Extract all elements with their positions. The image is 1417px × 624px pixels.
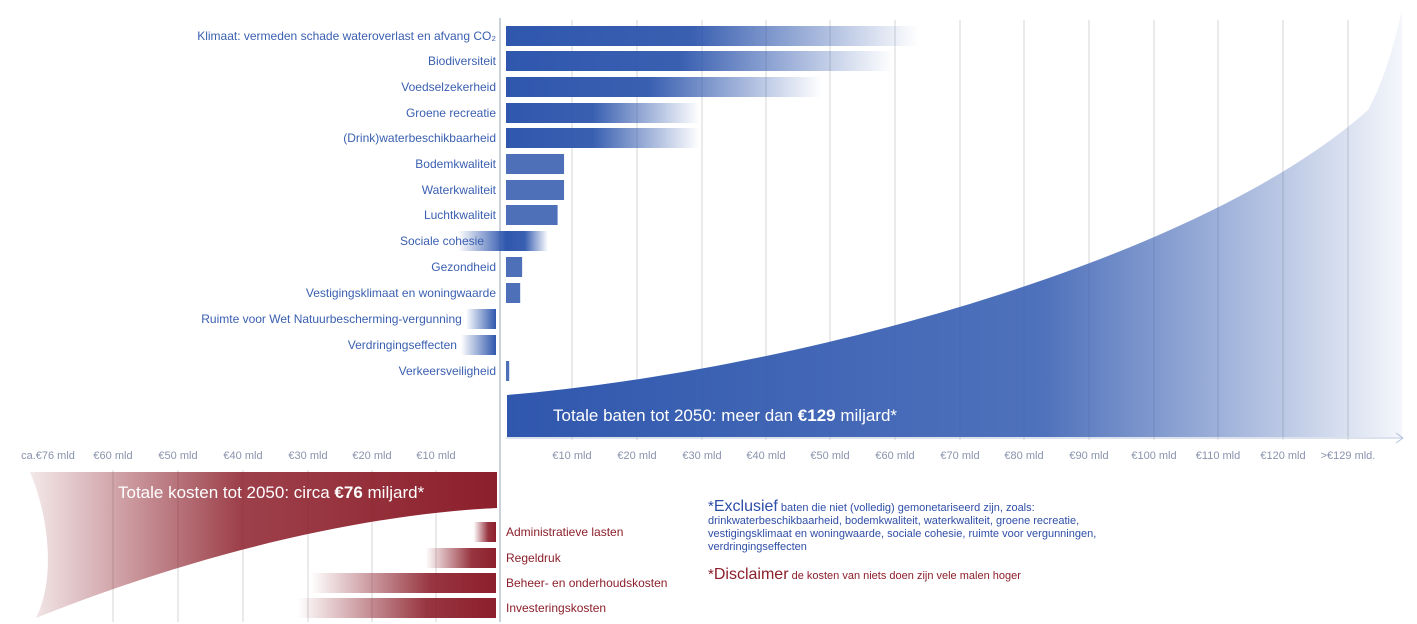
cost-total-area	[30, 472, 497, 618]
benefit-label: Verkeersveiligheid	[399, 364, 496, 378]
bar-cost	[425, 548, 496, 568]
bar-cost	[473, 522, 496, 542]
x-tick-label-benefit: >€129 mld.	[1321, 450, 1376, 462]
x-tick-label-benefit: €100 mld	[1131, 450, 1176, 462]
cost-total-label: Totale kosten tot 2050: circa €76 miljar…	[118, 483, 425, 502]
bar-benefit	[506, 180, 565, 200]
totals-text: Totale baten tot 2050: meer dan €129 mil…	[118, 406, 897, 502]
x-tick-label-benefit: €20 mld	[617, 450, 656, 462]
x-tick-label-benefit: €110 mld	[1196, 450, 1240, 462]
benefit-label: (Drink)waterbeschikbaarheid	[343, 131, 496, 145]
note-exclusief-title: Exclusief	[713, 498, 778, 515]
x-tick-label-benefit: €120 mld	[1260, 450, 1305, 462]
x-tick-label-benefit: €40 mld	[746, 450, 785, 462]
benefit-label: Verdringingseffecten	[348, 338, 457, 352]
note-disclaimer-star: *	[708, 566, 714, 583]
x-tick-label-benefit: €80 mld	[1004, 450, 1043, 462]
benefit-total-area	[507, 10, 1402, 437]
x-tick-label-cost: €60 mld	[93, 450, 132, 462]
x-tick-label-benefit: €70 mld	[940, 450, 979, 462]
benefit-label: Bodemkwaliteit	[415, 157, 496, 171]
bar-benefit	[506, 26, 919, 46]
bar-cost	[310, 573, 496, 593]
x-tick-label-benefit: €50 mld	[810, 450, 849, 462]
bar-benefit	[460, 335, 496, 355]
benefit-total-label: Totale baten tot 2050: meer dan €129 mil…	[553, 406, 897, 425]
bar-benefit	[506, 231, 548, 251]
x-tick-label-cost: €10 mld	[416, 450, 455, 462]
bar-benefit	[506, 128, 700, 148]
x-tick-label-cost: €50 mld	[158, 450, 197, 462]
bar-benefit	[506, 205, 558, 225]
x-tick-label-benefit: €30 mld	[682, 450, 721, 462]
benefit-label: Gezondheid	[431, 260, 496, 274]
note-disclaimer: *Disclaimer de kosten van niets doen zij…	[708, 566, 1128, 583]
bar-labels: Klimaat: vermeden schade wateroverlast e…	[197, 29, 667, 615]
bar-benefit	[506, 361, 510, 381]
benefit-label: Waterkwaliteit	[422, 183, 497, 197]
bar-benefit-left-part	[458, 231, 506, 251]
benefit-label: Vestigingsklimaat en woningwaarde	[306, 286, 496, 300]
cost-label: Investeringskosten	[506, 601, 606, 615]
x-tick-label-benefit: €10 mld	[552, 450, 591, 462]
benefit-label: Ruimte voor Wet Natuurbescherming-vergun…	[201, 312, 462, 326]
benefit-label: Biodiversiteit	[428, 54, 497, 68]
bar-benefit	[506, 77, 823, 97]
x-tick-label-benefit: €90 mld	[1069, 450, 1108, 462]
cost-label: Regeldruk	[506, 551, 562, 565]
bars	[297, 26, 919, 618]
note-disclaimer-title: Disclaimer	[713, 566, 789, 583]
benefit-label: Sociale cohesie	[400, 234, 484, 248]
footnotes: *Exclusief baten die niet (volledig) gem…	[708, 498, 1128, 583]
bar-benefit	[506, 257, 523, 277]
note-exclusief-star: *	[708, 498, 714, 515]
benefit-label: Klimaat: vermeden schade wateroverlast e…	[197, 29, 496, 43]
total-areas	[30, 10, 1402, 618]
benefit-label: Luchtkwaliteit	[424, 208, 497, 222]
x-tick-label-cost: €20 mld	[352, 450, 391, 462]
x-tick-label-cost: €30 mld	[288, 450, 327, 462]
note-disclaimer-text: de kosten van niets doen zijn vele malen…	[788, 570, 1021, 582]
benefit-label: Groene recreatie	[406, 106, 496, 120]
bar-benefit	[506, 154, 565, 174]
note-exclusief: *Exclusief baten die niet (volledig) gem…	[708, 498, 1128, 554]
axis-ticks: €10 mld €20 mld €30 mld €40 mld €50 mld €60 m…	[21, 450, 1375, 462]
bar-benefit	[465, 309, 496, 329]
bar-benefit	[506, 51, 893, 71]
benefit-label: Voedselzekerheid	[401, 80, 496, 94]
bar-benefit	[506, 103, 700, 123]
cost-label: Beheer- en onderhoudskosten	[506, 576, 667, 590]
cost-label: Administratieve lasten	[506, 525, 623, 539]
x-tick-label-benefit: €60 mld	[875, 450, 914, 462]
bar-benefit	[506, 283, 521, 303]
bar-cost	[297, 598, 496, 618]
x-tick-label-cost: €40 mld	[223, 450, 262, 462]
note-exclusief-text: baten die niet (volledig) gemonetariseer…	[708, 502, 1097, 553]
x-tick-label-cost: ca.€76 mld	[21, 450, 75, 462]
